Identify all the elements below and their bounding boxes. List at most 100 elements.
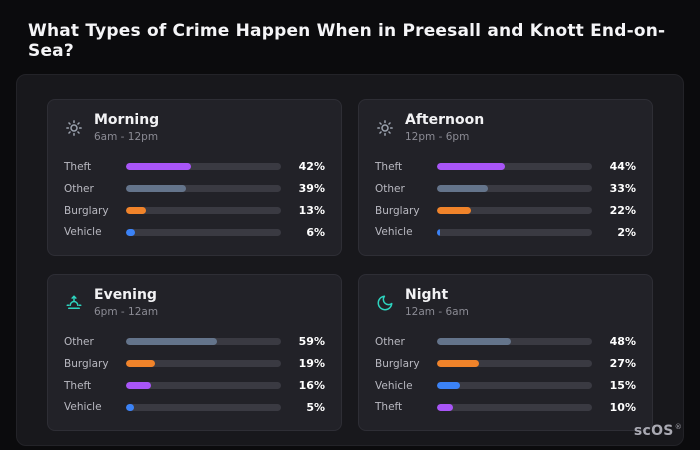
- crime-row: Other 33%: [375, 178, 636, 199]
- panel-header-text: Morning 6am - 12pm: [94, 112, 160, 143]
- page-title: What Types of Crime Happen When in Prees…: [28, 21, 666, 61]
- bar-track: [126, 185, 281, 193]
- crime-rows: Other 48% Burglary 27% Vehicle 15% Theft 10%: [375, 331, 636, 418]
- bar-track: [126, 338, 281, 346]
- crime-label: Other: [64, 182, 94, 195]
- crime-row: Other 59%: [64, 331, 325, 352]
- bar-track: [126, 228, 281, 236]
- crime-label: Vehicle: [64, 226, 102, 239]
- crime-rows: Theft 42% Other 39% Burglary 13% Vehicle 6%: [64, 156, 325, 243]
- panel-title: Evening: [94, 287, 157, 303]
- crime-label: Other: [375, 335, 405, 348]
- crime-row: Vehicle 15%: [375, 375, 636, 396]
- crime-row: Theft 16%: [64, 375, 325, 396]
- panel-title: Afternoon: [405, 112, 485, 128]
- panel-subtitle: 12pm - 6pm: [405, 131, 470, 144]
- crime-value: 22%: [609, 204, 636, 218]
- crime-rows: Other 59% Burglary 19% Theft 16% Vehicle 5%: [64, 331, 325, 418]
- crime-value: 39%: [298, 182, 325, 196]
- crime-row: Vehicle 6%: [64, 222, 325, 243]
- panel-header: Evening 6pm - 12am: [64, 287, 325, 319]
- crime-value: 16%: [298, 379, 325, 393]
- bar-fill: [437, 163, 506, 171]
- crime-label: Theft: [375, 160, 403, 173]
- dashboard-container: Morning 6am - 12pm Theft 42% Other 39% Burgl…: [16, 74, 684, 446]
- crime-value: 6%: [306, 225, 325, 239]
- bar-track: [437, 338, 592, 346]
- bar-track: [437, 360, 592, 368]
- bar-fill: [126, 403, 134, 411]
- crime-row: Theft 42%: [64, 156, 325, 177]
- bar-track: [437, 403, 592, 411]
- crime-label: Burglary: [64, 357, 109, 370]
- bar-track: [126, 403, 281, 411]
- panel-header: Night 12am - 6am: [375, 287, 636, 319]
- bar-fill: [437, 228, 441, 236]
- crime-label: Burglary: [375, 357, 420, 370]
- bar-fill: [437, 360, 479, 368]
- crime-row: Theft 10%: [375, 397, 636, 418]
- bar-track: [437, 228, 592, 236]
- bar-track: [126, 163, 281, 171]
- panel-subtitle: 6pm - 12am: [94, 306, 159, 319]
- crime-rows: Theft 44% Other 33% Burglary 22% Vehicle 2%: [375, 156, 636, 243]
- crime-label: Other: [375, 182, 405, 195]
- crime-value: 2%: [617, 225, 636, 239]
- moon-icon: [375, 293, 395, 313]
- crime-label: Vehicle: [375, 379, 413, 392]
- crime-label: Burglary: [64, 204, 109, 217]
- bar-fill: [126, 163, 192, 171]
- panel-header-text: Night 12am - 6am: [405, 287, 469, 319]
- crime-value: 27%: [609, 357, 636, 371]
- crime-value: 13%: [298, 204, 325, 218]
- bar-fill: [126, 360, 156, 368]
- bar-fill: [126, 338, 218, 346]
- crime-label: Vehicle: [64, 401, 102, 414]
- crime-value: 19%: [298, 357, 325, 371]
- crime-label: Burglary: [375, 204, 420, 217]
- crime-row: Theft 44%: [375, 156, 636, 177]
- bar-fill: [126, 185, 187, 193]
- crime-value: 33%: [609, 182, 636, 196]
- crime-value: 5%: [306, 400, 325, 414]
- panel-header-text: Evening 6pm - 12am: [94, 287, 159, 319]
- bar-fill: [126, 228, 136, 236]
- crime-row: Burglary 13%: [64, 200, 325, 221]
- bar-track: [126, 207, 281, 215]
- sunset-icon: [64, 293, 84, 313]
- panel-title: Morning: [94, 112, 160, 128]
- sun-icon: [64, 118, 84, 138]
- bar-track: [437, 185, 592, 193]
- bar-track: [437, 382, 592, 390]
- panel-header: Morning 6am - 12pm: [64, 112, 325, 143]
- crime-label: Theft: [375, 401, 403, 414]
- brand-logo: scOS®: [634, 423, 682, 439]
- bar-track: [126, 382, 281, 390]
- brand-text: scOS: [633, 423, 674, 439]
- crime-row: Burglary 22%: [375, 200, 636, 221]
- crime-value: 15%: [609, 379, 636, 393]
- crime-row: Burglary 27%: [375, 353, 636, 374]
- crime-label: Theft: [64, 379, 92, 392]
- bar-track: [437, 207, 592, 215]
- crime-row: Vehicle 5%: [64, 397, 325, 418]
- crime-value: 42%: [298, 160, 325, 174]
- crime-label: Vehicle: [375, 226, 413, 239]
- crime-value: 59%: [298, 335, 325, 349]
- bar-fill: [437, 382, 461, 390]
- crime-value: 48%: [609, 335, 636, 349]
- panel-header: Afternoon 12pm - 6pm: [375, 112, 636, 144]
- bar-fill: [437, 185, 489, 193]
- panel-subtitle: 12am - 6am: [405, 306, 469, 319]
- registered-mark: ®: [674, 423, 682, 432]
- panel-header-text: Afternoon 12pm - 6pm: [405, 112, 485, 144]
- crime-label: Theft: [64, 160, 92, 173]
- crime-value: 44%: [609, 160, 636, 174]
- bar-fill: [437, 403, 453, 411]
- bar-fill: [126, 207, 147, 215]
- bar-track: [126, 360, 281, 368]
- panel-night: Night 12am - 6am Other 48% Burglary 27% Vehi…: [358, 274, 653, 431]
- crime-row: Burglary 19%: [64, 353, 325, 374]
- crime-value: 10%: [609, 400, 636, 414]
- sun-icon: [375, 118, 395, 138]
